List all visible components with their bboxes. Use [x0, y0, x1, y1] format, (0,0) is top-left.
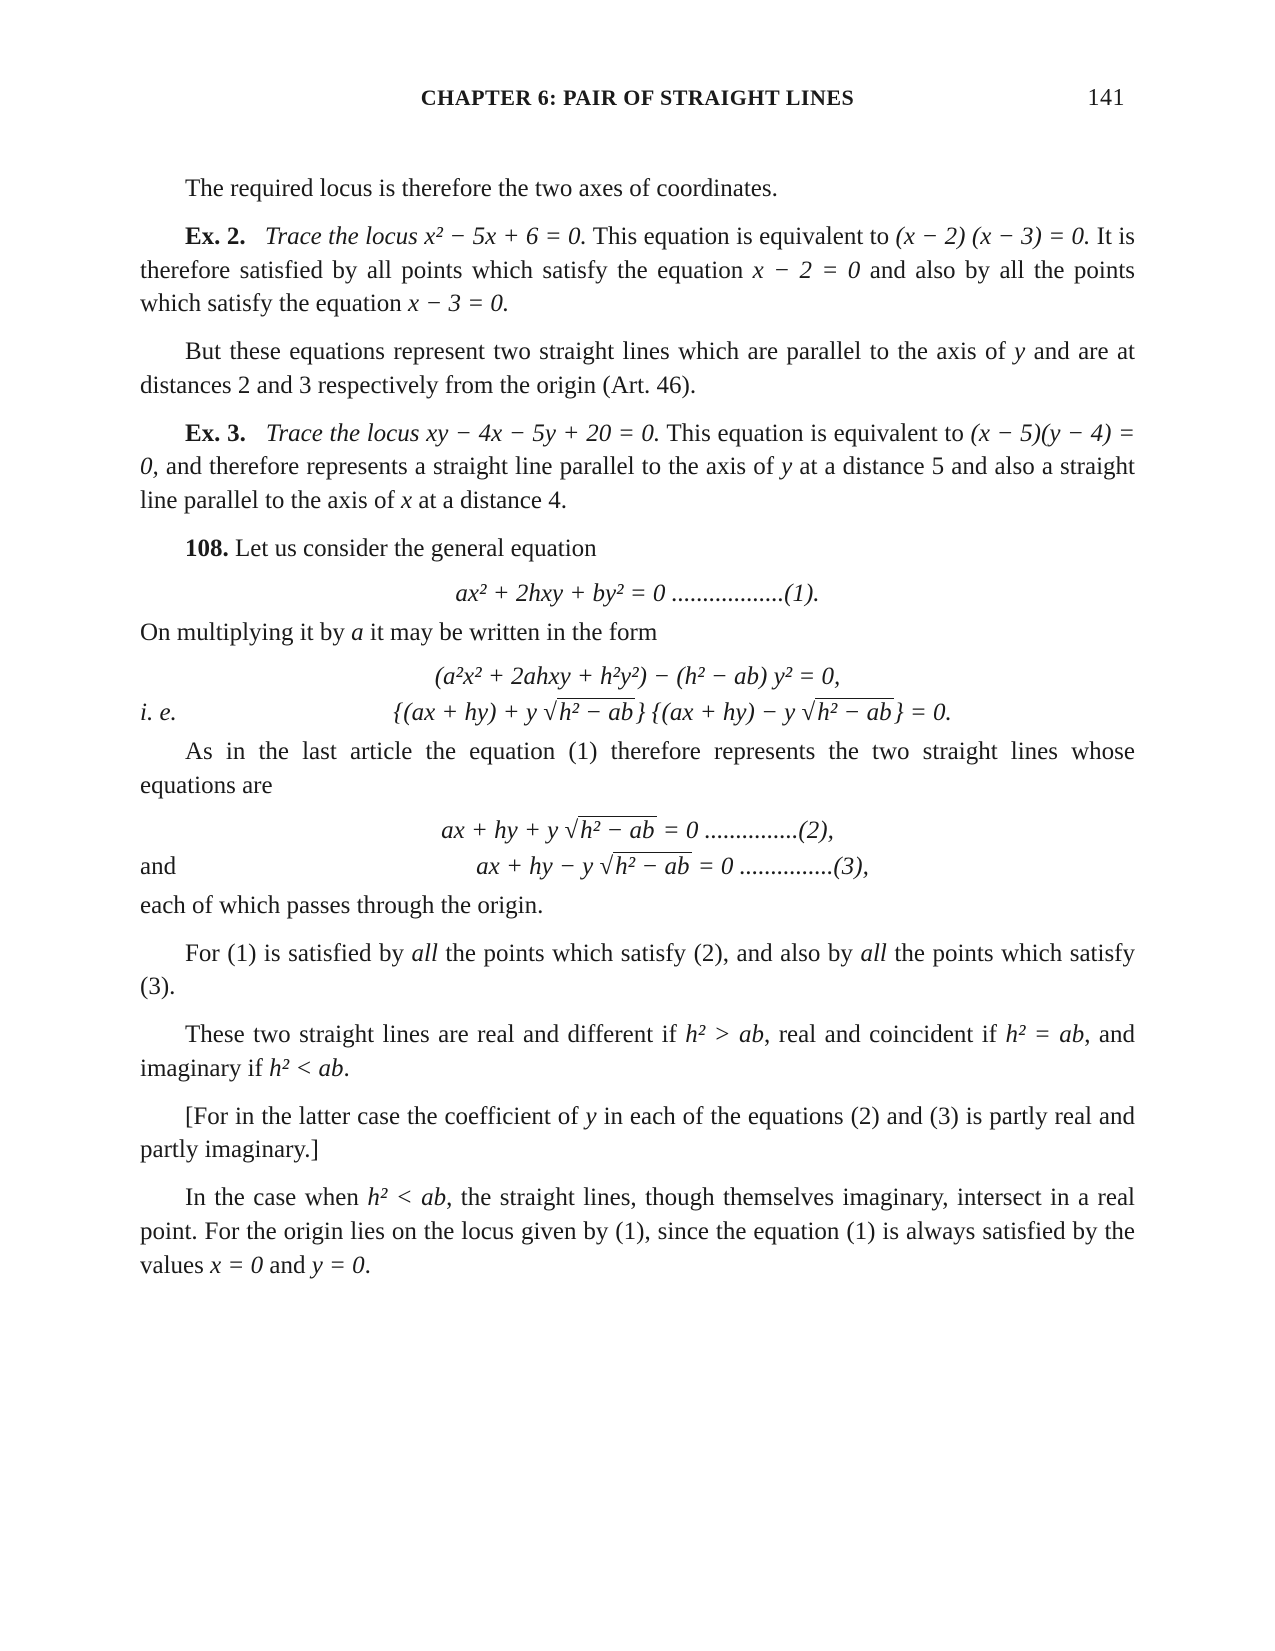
paragraph-multiply-by-a: On multiplying it by a it may be written…	[140, 616, 1135, 650]
paragraph-parallel-lines: But these equations represent two straig…	[140, 335, 1135, 403]
ex2-prompt: Trace the locus	[265, 223, 424, 250]
equation-line-2: ax + hy + y h² − ab = 0 ...............(…	[140, 817, 1135, 845]
book-page: CHAPTER 6: PAIR OF STRAIGHT LINES 141 Th…	[0, 0, 1275, 1651]
equation-2: (a²x² + 2ahxy + h²y²) − (h² − ab) y² = 0…	[140, 663, 1135, 691]
chapter-title: CHAPTER 6: PAIR OF STRAIGHT LINES	[210, 85, 1065, 112]
page-number: 141	[1065, 85, 1125, 112]
ex3-label: Ex. 3.	[185, 420, 246, 447]
paragraph-imaginary-intersect: In the case when h² < ab, the straight l…	[140, 1181, 1135, 1282]
ex3-prompt: Trace the locus	[266, 420, 426, 447]
example-2: Ex. 2. Trace the locus x² − 5x + 6 = 0. …	[140, 220, 1135, 321]
paragraph-real-imaginary: These two straight lines are real and di…	[140, 1018, 1135, 1086]
paragraph-satisfied-by-all: For (1) is satisfied by all the points w…	[140, 937, 1135, 1005]
paragraph-for-latter-case: [For in the latter case the coefficient …	[140, 1100, 1135, 1168]
ex2-eq-a: x² − 5x + 6 = 0.	[424, 223, 586, 250]
equation-1: ax² + 2hxy + by² = 0 ..................(…	[140, 580, 1135, 608]
section-108-lead: 108. Let us consider the general equatio…	[140, 532, 1135, 566]
s108-label: 108.	[185, 535, 229, 562]
example-3: Ex. 3. Trace the locus xy − 4x − 5y + 20…	[140, 417, 1135, 518]
equation-3: i. e. {(ax + hy) + y h² − ab} {(ax + hy)…	[140, 699, 1135, 727]
paragraph-two-lines: As in the last article the equation (1) …	[140, 735, 1135, 803]
equation-line-3: and ax + hy − y h² − ab = 0 ............…	[140, 853, 1135, 881]
paragraph-locus-axes: The required locus is therefore the two …	[140, 172, 1135, 206]
page-header: CHAPTER 6: PAIR OF STRAIGHT LINES 141	[140, 85, 1135, 112]
ex2-label: Ex. 2.	[185, 223, 246, 250]
paragraph-origin: each of which passes through the origin.	[140, 889, 1135, 923]
